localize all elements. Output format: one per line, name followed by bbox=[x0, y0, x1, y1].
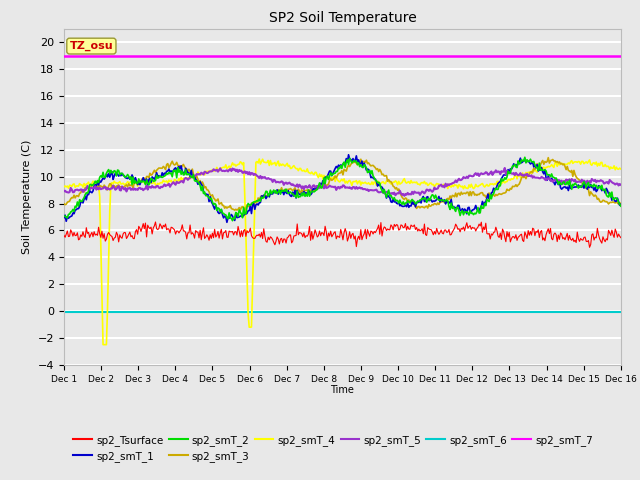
Legend: sp2_Tsurface, sp2_smT_1, sp2_smT_2, sp2_smT_3, sp2_smT_4, sp2_smT_5, sp2_smT_6, : sp2_Tsurface, sp2_smT_1, sp2_smT_2, sp2_… bbox=[69, 431, 597, 466]
Y-axis label: Soil Temperature (C): Soil Temperature (C) bbox=[22, 140, 32, 254]
Title: SP2 Soil Temperature: SP2 Soil Temperature bbox=[269, 11, 416, 25]
Text: TZ_osu: TZ_osu bbox=[70, 41, 113, 51]
X-axis label: Time: Time bbox=[330, 385, 355, 395]
